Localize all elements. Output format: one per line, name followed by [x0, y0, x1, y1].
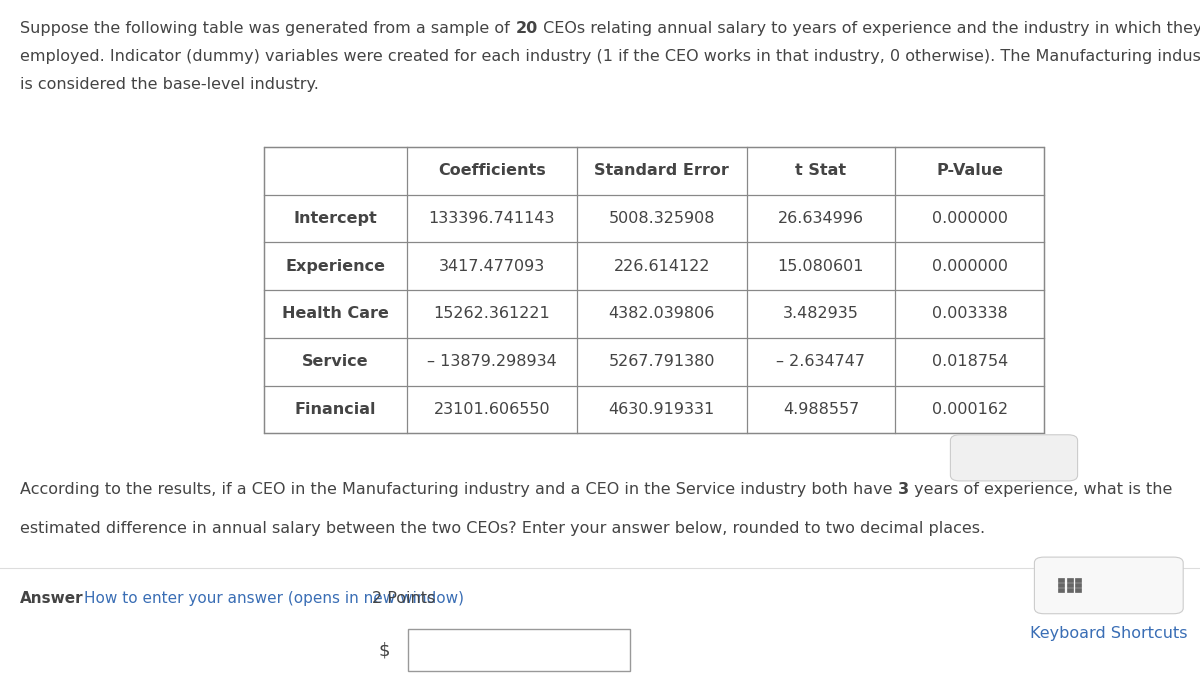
Bar: [1067, 589, 1073, 591]
Text: 15262.361221: 15262.361221: [433, 306, 550, 322]
Text: 133396.741143: 133396.741143: [428, 211, 554, 226]
Text: $: $: [378, 641, 390, 659]
Text: 4630.919331: 4630.919331: [608, 402, 715, 417]
Text: 0.018754: 0.018754: [931, 354, 1008, 369]
Text: |: |: [415, 641, 421, 659]
Bar: [1075, 589, 1081, 591]
Text: – 2.634747: – 2.634747: [776, 354, 865, 369]
Text: 3.482935: 3.482935: [784, 306, 859, 322]
Bar: [1058, 579, 1064, 582]
Text: 5267.791380: 5267.791380: [608, 354, 715, 369]
Text: 3: 3: [898, 482, 910, 497]
Text: estimated difference in annual salary between the two CEOs? Enter your answer be: estimated difference in annual salary be…: [20, 521, 985, 535]
Text: 4.988557: 4.988557: [782, 402, 859, 417]
Text: Intercept: Intercept: [294, 211, 377, 226]
Text: 26.634996: 26.634996: [778, 211, 864, 226]
Bar: [1075, 583, 1081, 587]
Bar: [1067, 583, 1073, 587]
Text: How to enter your answer (opens in new window): How to enter your answer (opens in new w…: [84, 591, 464, 605]
FancyBboxPatch shape: [950, 435, 1078, 481]
Bar: [1058, 589, 1064, 591]
Bar: [1075, 579, 1081, 582]
Bar: [264, 147, 1044, 433]
Text: – 13879.298934: – 13879.298934: [427, 354, 557, 369]
Text: Standard Error: Standard Error: [594, 163, 730, 178]
Text: 5008.325908: 5008.325908: [608, 211, 715, 226]
Text: 4382.039806: 4382.039806: [608, 306, 715, 322]
Bar: [1067, 579, 1073, 582]
Text: 20: 20: [515, 21, 538, 36]
Text: employed. Indicator (dummy) variables were created for each industry (1 if the C: employed. Indicator (dummy) variables we…: [20, 49, 1200, 64]
Text: Financial: Financial: [295, 402, 376, 417]
Text: Experience: Experience: [286, 259, 385, 274]
Text: 0.000000: 0.000000: [931, 211, 1008, 226]
Text: 15.080601: 15.080601: [778, 259, 864, 274]
Text: Answer: Answer: [20, 591, 84, 605]
Text: t Stat: t Stat: [796, 163, 846, 178]
Text: According to the results, if a CEO in the Manufacturing industry and a CEO in th: According to the results, if a CEO in th…: [20, 482, 898, 497]
Text: P-Value: P-Value: [936, 163, 1003, 178]
Text: 2 Points: 2 Points: [372, 591, 436, 605]
Text: is considered the base-level industry.: is considered the base-level industry.: [20, 77, 319, 92]
Text: Keyboard Shortcuts: Keyboard Shortcuts: [1030, 626, 1188, 640]
Text: 23101.606550: 23101.606550: [433, 402, 550, 417]
Text: Keypad: Keypad: [1090, 578, 1150, 593]
Text: Copy Data: Copy Data: [974, 450, 1054, 466]
FancyBboxPatch shape: [1034, 557, 1183, 614]
Text: Health Care: Health Care: [282, 306, 389, 322]
Text: 226.614122: 226.614122: [613, 259, 710, 274]
Bar: [408, 629, 630, 671]
Text: Service: Service: [302, 354, 368, 369]
Text: Coefficients: Coefficients: [438, 163, 546, 178]
Text: years of experience, what is the: years of experience, what is the: [910, 482, 1172, 497]
Text: 0.000000: 0.000000: [931, 259, 1008, 274]
Text: 0.000162: 0.000162: [931, 402, 1008, 417]
Bar: [264, 147, 1044, 433]
Bar: [1058, 583, 1064, 587]
Text: 3417.477093: 3417.477093: [438, 259, 545, 274]
Text: Suppose the following table was generated from a sample of: Suppose the following table was generate…: [20, 21, 515, 36]
Text: 0.003338: 0.003338: [931, 306, 1008, 322]
Text: CEOs relating annual salary to years of experience and the industry in which the: CEOs relating annual salary to years of …: [538, 21, 1200, 36]
